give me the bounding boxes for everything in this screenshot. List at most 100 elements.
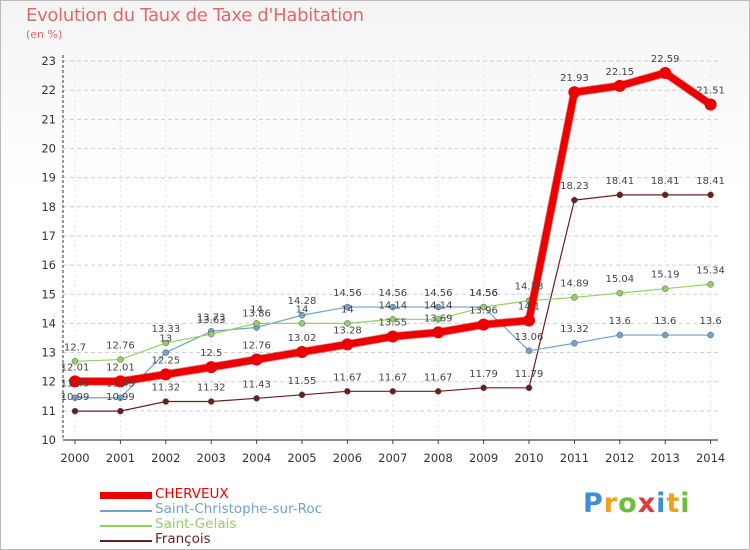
data-label: 22.15 (605, 67, 634, 78)
data-label: 13.96 (469, 306, 498, 317)
y-tick-label: 20 (41, 142, 56, 156)
x-tick-label: 2012 (605, 451, 634, 465)
data-label: 21.93 (560, 73, 589, 84)
data-point (704, 98, 717, 111)
data-point (159, 368, 172, 381)
logo-letter: i (680, 488, 691, 519)
data-point (616, 331, 624, 339)
data-point (616, 191, 624, 199)
y-tick-label: 22 (41, 83, 56, 97)
data-point (707, 191, 714, 199)
data-point (344, 388, 351, 395)
y-tick-label: 19 (41, 171, 56, 185)
data-label: 18.41 (605, 176, 634, 187)
data-label: 11.32 (197, 383, 226, 394)
data-point (71, 394, 79, 401)
data-point (616, 289, 624, 297)
data-point (296, 345, 308, 358)
data-point (434, 303, 442, 311)
logo-letter: P (583, 488, 604, 519)
data-point (344, 320, 351, 327)
logo-letter: o (618, 488, 638, 519)
data-point (114, 375, 127, 388)
data-label: 12.25 (151, 355, 180, 366)
data-point (613, 79, 626, 92)
data-point (71, 358, 79, 365)
legend-item: Saint-Gelais (100, 516, 400, 533)
data-label: 11.55 (288, 376, 317, 387)
data-point (477, 318, 490, 331)
chart-title: Evolution du Taux de Taxe d'Habitation (26, 5, 364, 26)
data-label: 11.79 (515, 369, 544, 380)
x-tick-label: 2008 (424, 451, 453, 465)
x-tick-label: 2005 (287, 451, 316, 465)
data-label: 15.19 (651, 270, 680, 281)
data-label: 13.6 (654, 316, 676, 327)
data-label: 12.76 (106, 341, 135, 352)
data-label: 14.14 (424, 300, 453, 311)
data-label: 13.63 (197, 315, 226, 326)
legend-swatch (100, 525, 152, 527)
x-tick-label: 2002 (151, 451, 180, 465)
data-point (571, 294, 578, 301)
legend-label: Saint-Gelais (155, 516, 237, 532)
data-label: 11.67 (424, 372, 453, 383)
legend-swatch (100, 510, 152, 512)
x-tick-label: 2011 (560, 451, 589, 465)
data-point (707, 281, 714, 288)
y-tick-label: 14 (41, 316, 56, 330)
data-point (253, 395, 260, 402)
data-label: 11.79 (469, 369, 498, 380)
data-label: 12.01 (61, 362, 90, 373)
data-label: 14.56 (424, 288, 453, 299)
legend-item: CHERVEUX (100, 486, 400, 503)
data-point (661, 191, 669, 199)
y-tick-label: 21 (41, 112, 56, 126)
data-label: 14.78 (515, 282, 544, 293)
data-point (389, 388, 397, 395)
logo-letter: i (656, 488, 667, 519)
data-label: 18.41 (651, 176, 680, 187)
data-label: 13.33 (151, 324, 180, 335)
data-point (389, 316, 397, 323)
data-label: 15.34 (696, 265, 725, 276)
data-label: 13.06 (515, 332, 544, 343)
x-tick-label: 2014 (696, 451, 725, 465)
data-point (571, 196, 578, 204)
y-tick-label: 16 (41, 258, 56, 272)
logo-letter: x (637, 488, 657, 519)
data-point (434, 388, 442, 395)
legend-label: CHERVEUX (155, 486, 229, 502)
data-point (250, 353, 263, 366)
data-point (525, 384, 533, 392)
data-label: 12.7 (64, 342, 86, 353)
data-label: 21.51 (696, 85, 725, 96)
data-point (661, 285, 669, 292)
data-point (253, 320, 260, 327)
data-label: 11.43 (242, 379, 271, 390)
x-tick-label: 2003 (197, 451, 226, 465)
data-point (117, 407, 124, 415)
data-point (432, 326, 445, 339)
data-point (659, 67, 672, 80)
data-point (162, 339, 170, 347)
data-point (389, 303, 397, 311)
data-label: 11.45 (106, 379, 135, 390)
data-point (298, 311, 306, 319)
y-tick-label: 10 (41, 433, 56, 447)
data-label: 11.67 (378, 372, 407, 383)
data-point (162, 349, 170, 356)
data-label: 12.5 (200, 348, 222, 359)
x-tick-label: 2000 (60, 451, 89, 465)
x-tick-label: 2013 (651, 451, 680, 465)
y-tick-label: 11 (41, 404, 56, 418)
data-label: 14 (250, 304, 263, 315)
x-tick-label: 2007 (378, 451, 407, 465)
data-point (571, 339, 578, 347)
data-point (117, 356, 124, 363)
x-tick-label: 2004 (242, 451, 271, 465)
data-label: 11.45 (61, 379, 90, 390)
x-tick-label: 2010 (514, 451, 543, 465)
data-point (69, 375, 81, 388)
